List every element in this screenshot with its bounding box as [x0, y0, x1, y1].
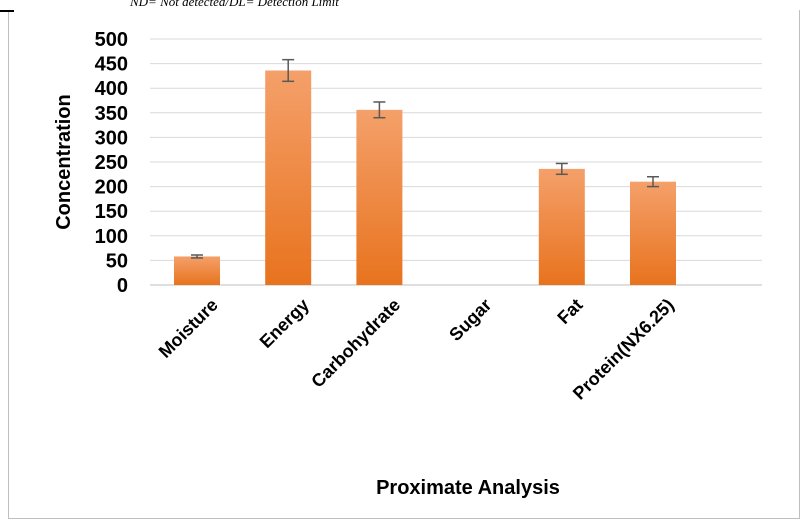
x-axis-title: Proximate Analysis	[376, 477, 560, 499]
y-tick-label: 450	[95, 54, 128, 76]
y-tick-label: 500	[95, 29, 128, 51]
footnote: ND= Not detected/DL= Detection Limit	[130, 0, 339, 9]
bar-fat	[538, 168, 585, 285]
y-tick-label: 200	[95, 177, 128, 199]
x-tick-label: Moisture	[155, 295, 222, 362]
error-bar	[555, 162, 568, 176]
y-tick-label: 0	[117, 275, 128, 297]
bar-energy	[265, 70, 312, 285]
chart-frame	[8, 10, 800, 519]
bar-moisture	[174, 256, 220, 285]
x-tick-label: Fat	[553, 295, 586, 328]
error-bar	[373, 101, 386, 119]
error-bar	[647, 176, 659, 188]
bar-protein-nx6-25-	[630, 181, 676, 285]
x-tick-label: Sugar	[445, 295, 495, 345]
y-tick-label: 100	[95, 226, 128, 248]
error-bar	[282, 58, 295, 83]
x-tick-label: Carbohydrate	[307, 295, 404, 392]
y-tick-label: 50	[106, 250, 128, 272]
error-bar	[191, 254, 203, 259]
bar-carbohydrate	[356, 109, 403, 286]
x-tick-label: Energy	[256, 295, 313, 352]
y-tick-label: 150	[95, 201, 128, 223]
bars	[174, 70, 676, 286]
y-tick-label: 400	[95, 78, 128, 100]
y-axis-title: Concentration	[53, 94, 75, 230]
x-tick-label: Protein(NX6.25)	[569, 295, 678, 404]
y-tick-label: 350	[95, 103, 128, 125]
error-bars	[191, 58, 659, 259]
corner-mark	[0, 10, 14, 12]
y-tick-label: 250	[95, 152, 128, 174]
y-tick-label: 300	[95, 127, 128, 149]
